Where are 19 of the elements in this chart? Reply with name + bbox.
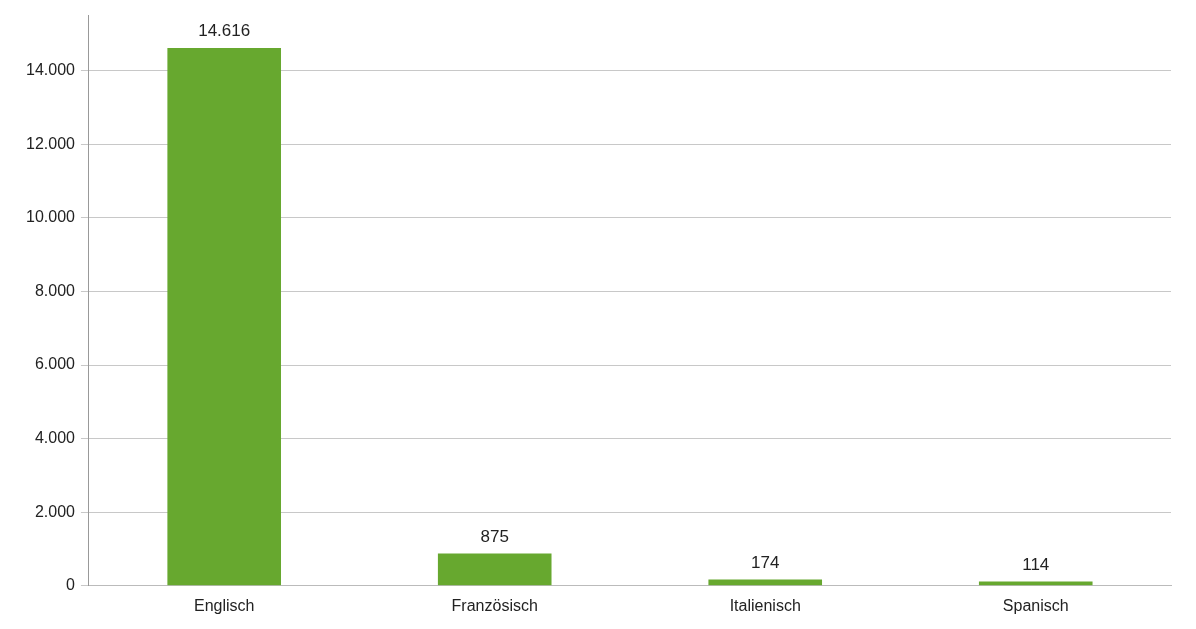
y-tick-label: 12.000 <box>26 134 76 152</box>
x-tick-label: Englisch <box>193 596 255 614</box>
x-tick-label: Französisch <box>451 596 538 614</box>
data-label: 174 <box>751 552 780 572</box>
y-tick-label: 6.000 <box>34 355 76 373</box>
data-label: 875 <box>480 526 509 546</box>
bar <box>167 48 281 586</box>
data-label: 14.616 <box>198 21 251 41</box>
bar <box>708 579 823 586</box>
x-tick-label: Italienisch <box>729 596 801 614</box>
y-tick-label: 2.000 <box>34 502 76 520</box>
y-tick-label: 8.000 <box>34 281 76 299</box>
x-tick-label: Spanisch <box>1002 596 1069 614</box>
bar <box>437 553 552 586</box>
y-tick-label: 14.000 <box>26 61 76 79</box>
y-tick-label: 0 <box>66 576 76 594</box>
y-tick-label: 4.000 <box>34 429 76 447</box>
y-tick-label: 10.000 <box>26 208 76 226</box>
data-label: 114 <box>1022 554 1050 574</box>
